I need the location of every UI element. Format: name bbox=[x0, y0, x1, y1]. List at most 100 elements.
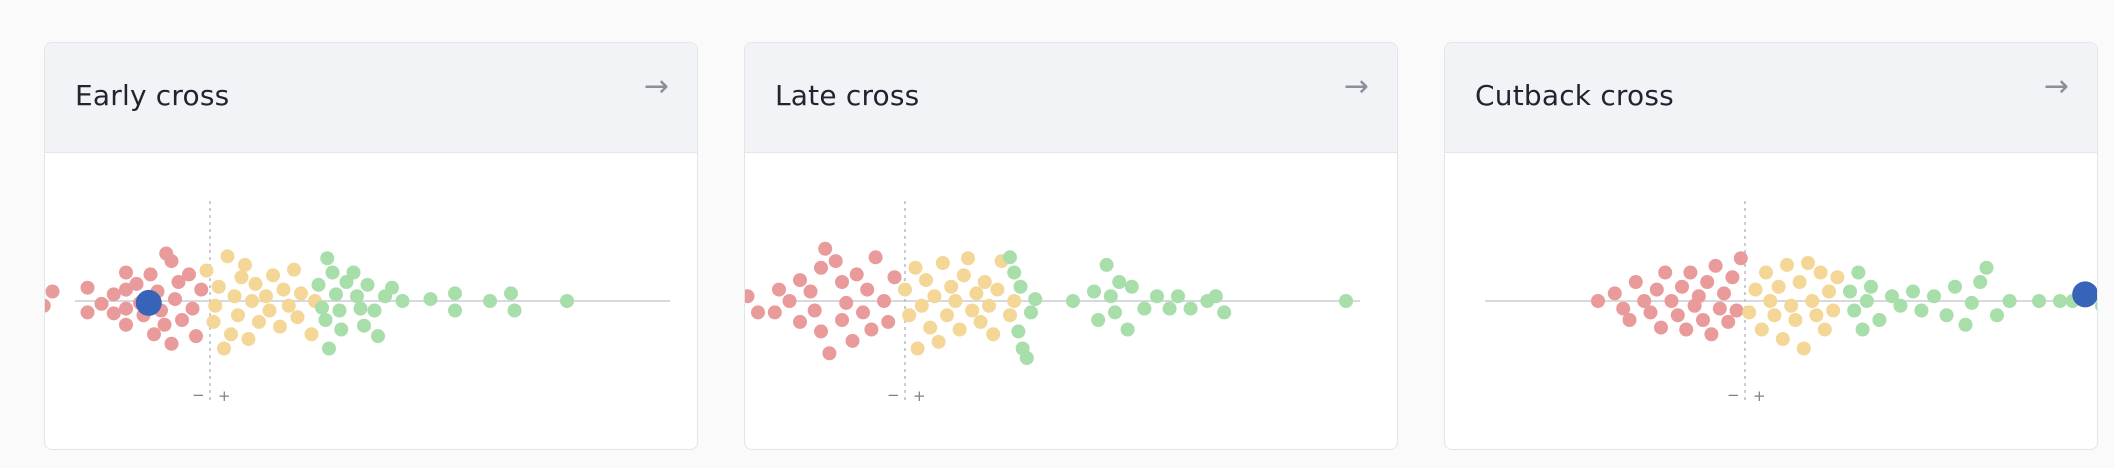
red-dot bbox=[1691, 289, 1706, 304]
yellow-dot bbox=[287, 262, 301, 277]
green-dot bbox=[1019, 351, 1034, 365]
yellow-dot bbox=[304, 327, 319, 342]
red-dot bbox=[119, 301, 133, 316]
green-dot bbox=[1973, 275, 1988, 289]
red-dot bbox=[1649, 282, 1664, 297]
red-dot bbox=[881, 314, 896, 329]
red-dot bbox=[1670, 308, 1685, 323]
red-dot bbox=[835, 275, 849, 289]
green-dot bbox=[1847, 303, 1862, 318]
red-dot bbox=[168, 292, 182, 307]
minus-label: − bbox=[887, 386, 900, 404]
red-dot bbox=[119, 265, 133, 280]
green-dot bbox=[311, 277, 326, 292]
red-dot bbox=[1683, 265, 1698, 280]
green-dot bbox=[1914, 303, 1929, 318]
red-dot bbox=[860, 282, 875, 297]
green-dot bbox=[332, 303, 347, 318]
yellow-dot bbox=[902, 308, 917, 323]
yellow-dot bbox=[1748, 282, 1763, 297]
card-header: Late cross → bbox=[745, 43, 1397, 153]
green-dot bbox=[1339, 294, 1353, 308]
green-dot bbox=[1024, 305, 1038, 320]
yellow-dot bbox=[973, 314, 988, 329]
green-dot bbox=[360, 277, 375, 292]
red-dot bbox=[793, 273, 807, 288]
red-dot bbox=[767, 305, 782, 320]
red-dot bbox=[1704, 327, 1719, 342]
green-dot bbox=[1099, 257, 1114, 272]
yellow-dot bbox=[1801, 256, 1815, 270]
green-dot bbox=[2095, 300, 2097, 311]
green-dot bbox=[1958, 317, 1973, 332]
red-dot bbox=[182, 267, 196, 282]
green-dot bbox=[1137, 301, 1152, 316]
red-dot bbox=[106, 306, 121, 321]
yellow-dot bbox=[961, 251, 975, 266]
yellow-dot bbox=[220, 249, 235, 264]
red-dot bbox=[171, 275, 186, 289]
card-title: Cutback cross bbox=[1475, 79, 1674, 112]
red-dot bbox=[868, 250, 883, 265]
yellow-dot bbox=[290, 310, 305, 325]
yellow-dot bbox=[1007, 294, 1022, 308]
plus-label: + bbox=[218, 387, 231, 405]
yellow-dot bbox=[206, 314, 221, 329]
dot-group bbox=[1485, 201, 2098, 403]
yellow-dot bbox=[1796, 341, 1811, 356]
green-dot bbox=[385, 280, 399, 295]
yellow-dot bbox=[1809, 308, 1824, 323]
yellow-dot bbox=[931, 334, 946, 349]
yellow-dot bbox=[1759, 265, 1773, 280]
highlight-dot[interactable] bbox=[2072, 281, 2098, 308]
red-dot bbox=[1696, 313, 1710, 327]
green-dot bbox=[1171, 289, 1185, 304]
green-dot bbox=[1013, 279, 1028, 294]
red-dot bbox=[147, 327, 161, 342]
yellow-dot bbox=[965, 303, 980, 318]
yellow-dot bbox=[248, 276, 263, 291]
red-dot bbox=[1708, 258, 1723, 273]
green-dot bbox=[1150, 289, 1164, 304]
red-dot bbox=[807, 303, 822, 318]
yellow-dot bbox=[910, 341, 925, 356]
green-dot bbox=[329, 287, 343, 302]
yellow-dot bbox=[948, 294, 963, 308]
green-dot bbox=[357, 318, 371, 333]
red-dot bbox=[1700, 275, 1715, 289]
arrow-right-icon[interactable]: → bbox=[1343, 69, 1369, 104]
green-dot bbox=[1108, 305, 1122, 320]
green-dot bbox=[1124, 279, 1139, 294]
arrow-right-icon[interactable]: → bbox=[643, 69, 669, 104]
yellow-dot bbox=[986, 327, 1001, 342]
red-dot bbox=[849, 267, 864, 282]
yellow-dot bbox=[952, 322, 967, 337]
red-dot bbox=[745, 289, 755, 304]
yellow-dot bbox=[990, 282, 1005, 297]
yellow-dot bbox=[241, 332, 256, 346]
yellow-dot bbox=[273, 319, 287, 334]
yellow-dot bbox=[294, 286, 308, 301]
red-dot bbox=[1733, 251, 1748, 266]
minus-label: − bbox=[1727, 386, 1740, 404]
red-dot bbox=[828, 254, 843, 269]
arrow-right-icon[interactable]: → bbox=[2043, 69, 2069, 104]
red-dot bbox=[45, 298, 51, 313]
highlight-dot[interactable] bbox=[135, 289, 162, 316]
red-dot bbox=[1628, 275, 1643, 289]
yellow-dot bbox=[217, 341, 231, 356]
green-dot bbox=[1087, 284, 1101, 299]
red-dot bbox=[822, 346, 837, 361]
yellow-dot bbox=[1763, 294, 1778, 308]
green-dot bbox=[2002, 294, 2017, 308]
green-dot bbox=[371, 329, 385, 344]
red-dot bbox=[835, 313, 849, 327]
green-dot bbox=[1859, 294, 1874, 308]
red-dot bbox=[175, 313, 189, 327]
green-dot bbox=[367, 303, 382, 318]
green-dot bbox=[507, 303, 522, 318]
yellow-dot bbox=[977, 275, 992, 289]
green-dot bbox=[1864, 279, 1878, 294]
green-dot bbox=[1091, 313, 1106, 327]
yellow-dot bbox=[208, 298, 223, 313]
